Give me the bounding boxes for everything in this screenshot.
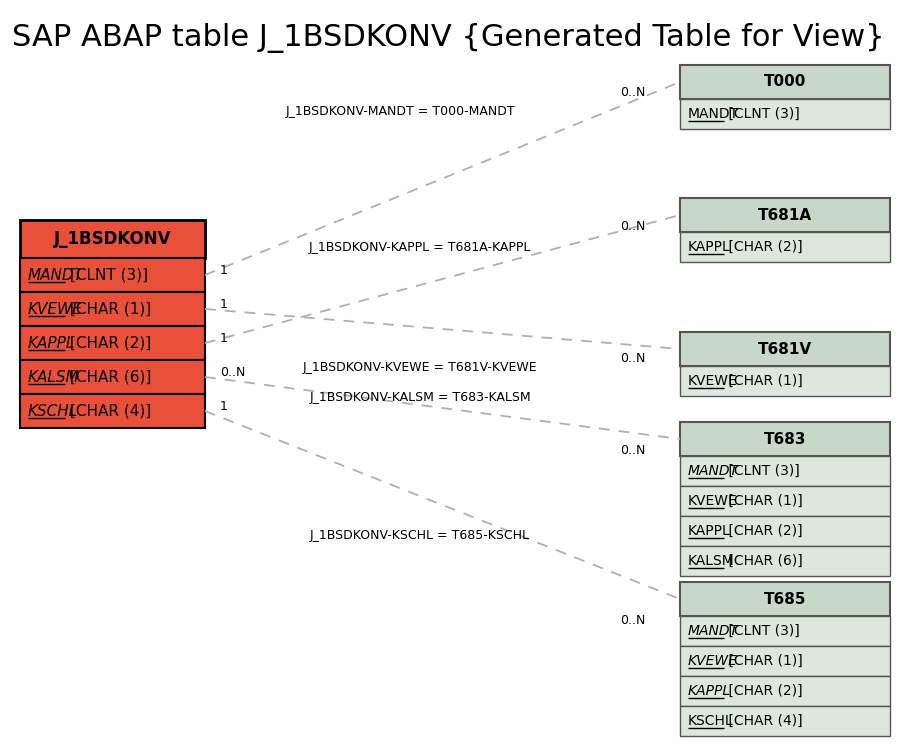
Text: MANDT: MANDT [687, 107, 738, 121]
Text: 0..N: 0..N [619, 219, 645, 232]
Text: MANDT: MANDT [687, 624, 738, 638]
Text: T683: T683 [763, 431, 805, 446]
Text: 0..N: 0..N [619, 443, 645, 456]
Text: [CHAR (1)]: [CHAR (1)] [723, 654, 802, 668]
Text: 1: 1 [220, 332, 228, 345]
Bar [680, 232, 889, 262]
Bar [680, 332, 889, 366]
Bar [680, 65, 889, 99]
Bar [680, 456, 889, 486]
Bar [20, 394, 205, 428]
Bar [680, 676, 889, 706]
Text: [CLNT (3)]: [CLNT (3)] [723, 624, 799, 638]
Text: J_1BSDKONV-MANDT = T000-MANDT: J_1BSDKONV-MANDT = T000-MANDT [285, 106, 514, 118]
Bar [680, 99, 889, 129]
Bar [680, 422, 889, 456]
Bar [20, 326, 205, 360]
Text: 1: 1 [220, 400, 228, 412]
Text: 1: 1 [220, 298, 228, 311]
Text: KSCHL: KSCHL [28, 403, 78, 418]
Text: J_1BSDKONV-KVEWE = T681V-KVEWE: J_1BSDKONV-KVEWE = T681V-KVEWE [302, 361, 537, 375]
Bar [20, 220, 205, 258]
Text: J_1BSDKONV-KAPPL = T681A-KAPPL: J_1BSDKONV-KAPPL = T681A-KAPPL [309, 241, 530, 255]
Text: T685: T685 [763, 591, 805, 606]
Bar [680, 546, 889, 576]
Text: 0..N: 0..N [220, 366, 245, 379]
Text: [CHAR (6)]: [CHAR (6)] [723, 554, 802, 568]
Text: KAPPL: KAPPL [687, 684, 731, 698]
Text: KALSM: KALSM [687, 554, 734, 568]
Bar [680, 582, 889, 616]
Text: KAPPL: KAPPL [687, 240, 730, 254]
Bar [680, 366, 889, 396]
Bar [680, 616, 889, 646]
Text: 0..N: 0..N [619, 614, 645, 627]
Text: [CHAR (2)]: [CHAR (2)] [723, 524, 802, 538]
Text: KVEWE: KVEWE [687, 374, 737, 388]
Text: KVEWE: KVEWE [687, 494, 737, 508]
Text: [CHAR (2)]: [CHAR (2)] [66, 336, 151, 351]
Text: KVEWE: KVEWE [687, 654, 737, 668]
Text: [CLNT (3)]: [CLNT (3)] [723, 464, 799, 478]
Text: [CLNT (3)]: [CLNT (3)] [66, 268, 148, 283]
Text: 0..N: 0..N [619, 351, 645, 364]
Text: [CHAR (1)]: [CHAR (1)] [66, 302, 151, 317]
Text: KAPPL: KAPPL [687, 524, 730, 538]
Bar [680, 516, 889, 546]
Bar [20, 360, 205, 394]
Text: [CHAR (4)]: [CHAR (4)] [66, 403, 151, 418]
Text: J_1BSDKONV-KALSM = T683-KALSM: J_1BSDKONV-KALSM = T683-KALSM [309, 391, 530, 404]
Bar [680, 486, 889, 516]
Text: [CHAR (2)]: [CHAR (2)] [723, 240, 802, 254]
Text: MANDT: MANDT [687, 464, 738, 478]
Text: KALSM: KALSM [28, 369, 79, 385]
Text: [CHAR (4)]: [CHAR (4)] [723, 714, 802, 728]
Text: T681A: T681A [757, 207, 811, 222]
Text: [CHAR (2)]: [CHAR (2)] [723, 684, 802, 698]
Bar [680, 198, 889, 232]
Text: KSCHL: KSCHL [687, 714, 732, 728]
Text: T000: T000 [763, 75, 805, 90]
Text: SAP ABAP table J_1BSDKONV {Generated Table for View}: SAP ABAP table J_1BSDKONV {Generated Tab… [12, 23, 884, 53]
Text: KAPPL: KAPPL [28, 336, 76, 351]
Text: J_1BSDKONV: J_1BSDKONV [54, 230, 171, 248]
Text: 1: 1 [220, 263, 228, 277]
Text: 0..N: 0..N [619, 87, 645, 100]
Bar [20, 258, 205, 292]
Text: [CHAR (1)]: [CHAR (1)] [723, 374, 802, 388]
Bar [680, 646, 889, 676]
Text: J_1BSDKONV-KSCHL = T685-KSCHL: J_1BSDKONV-KSCHL = T685-KSCHL [310, 529, 529, 542]
Text: T681V: T681V [757, 342, 811, 357]
Bar [680, 706, 889, 736]
Text: [CLNT (3)]: [CLNT (3)] [723, 107, 799, 121]
Bar [20, 292, 205, 326]
Text: KVEWE: KVEWE [28, 302, 83, 317]
Text: [CHAR (6)]: [CHAR (6)] [66, 369, 152, 385]
Text: MANDT: MANDT [28, 268, 84, 283]
Text: [CHAR (1)]: [CHAR (1)] [723, 494, 802, 508]
